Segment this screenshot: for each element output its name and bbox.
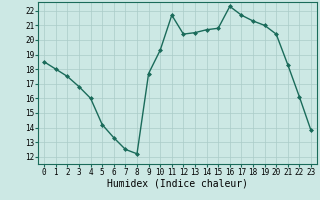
X-axis label: Humidex (Indice chaleur): Humidex (Indice chaleur) <box>107 179 248 189</box>
